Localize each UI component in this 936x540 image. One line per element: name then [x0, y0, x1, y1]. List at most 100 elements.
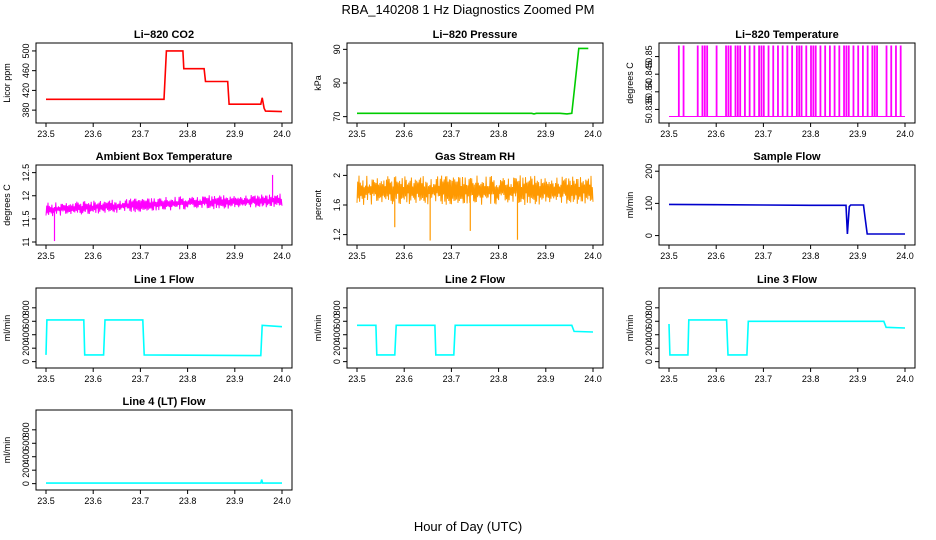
- panel-8: Line 2 Flow ml/min 23.5 23.6 23.7 23.8 23.9 24.…: [313, 274, 604, 384]
- x-tick-label: 24.0: [896, 374, 914, 384]
- x-tick-label: 23.9: [226, 129, 244, 139]
- panel-title: Gas Stream RH: [435, 151, 515, 163]
- x-tick-label: 23.7: [443, 251, 461, 261]
- x-tick-label: 23.8: [179, 374, 197, 384]
- panel-title: Line 4 (LT) Flow: [123, 396, 206, 408]
- y-tick-label: 800: [21, 300, 31, 315]
- panel-grid: Li−820 CO2 Licor ppm 23.5 23.6 23.7 23.8 23.9 2…: [2, 29, 916, 506]
- x-tick-label: 23.6: [84, 374, 102, 384]
- x-tick-label: 23.8: [179, 129, 197, 139]
- panel-title: Sample Flow: [753, 151, 821, 163]
- series-line: [669, 45, 905, 117]
- x-tick-label: 23.8: [179, 251, 197, 261]
- y-tick-label: 400: [21, 327, 31, 342]
- x-tick-label: 24.0: [273, 129, 291, 139]
- figure-x-axis-label: Hour of Day (UTC): [414, 519, 522, 534]
- panel-3: Li−820 Temperature degrees C 23.5 23.6 23.7 2…: [625, 29, 916, 139]
- panel-title: Line 3 Flow: [757, 274, 817, 286]
- x-tick-label: 23.9: [537, 374, 555, 384]
- panel-1: Li−820 CO2 Licor ppm 23.5 23.6 23.7 23.8 23.9 2…: [2, 29, 293, 139]
- plot-frame: [658, 42, 916, 124]
- y-tick-label: 12: [21, 191, 31, 201]
- series-line: [45, 193, 283, 217]
- x-tick-label: 24.0: [273, 374, 291, 384]
- series-line: [45, 319, 283, 357]
- plot-frame: [35, 409, 293, 491]
- y-tick-label: 420: [21, 83, 31, 98]
- y-tick-label: 200: [21, 341, 31, 356]
- x-tick-label: 23.9: [226, 496, 244, 506]
- x-tick-label: 23.8: [490, 374, 508, 384]
- panel-6: Sample Flow ml/min 23.5 23.6 23.7 23.8 23.9 24.…: [625, 151, 916, 261]
- y-tick-label: 50.835: [644, 96, 654, 124]
- x-tick-label: 23.7: [755, 129, 773, 139]
- x-tick-label: 23.7: [132, 496, 150, 506]
- x-tick-label: 23.5: [37, 251, 55, 261]
- series-line: [668, 203, 905, 235]
- x-tick-label: 24.0: [273, 251, 291, 261]
- y-tick-label: 200: [332, 341, 342, 356]
- x-tick-label: 23.6: [395, 129, 413, 139]
- x-tick-label: 23.7: [132, 251, 150, 261]
- x-tick-label: 23.7: [755, 374, 773, 384]
- series-line: [668, 319, 906, 356]
- x-tick-label: 23.9: [226, 251, 244, 261]
- y-axis-label: kPa: [313, 75, 323, 91]
- x-tick-label: 23.9: [537, 129, 555, 139]
- x-tick-label: 23.7: [443, 129, 461, 139]
- y-tick-label: 600: [644, 314, 654, 329]
- y-axis-label: ml/min: [625, 192, 635, 219]
- y-tick-label: 600: [332, 314, 342, 329]
- x-tick-label: 23.6: [84, 496, 102, 506]
- series-line: [357, 324, 594, 356]
- y-tick-label: 0: [644, 233, 654, 238]
- panel-title: Ambient Box Temperature: [96, 151, 233, 163]
- y-tick-label: 460: [21, 63, 31, 78]
- y-tick-label: 1.2: [332, 228, 342, 241]
- x-tick-label: 23.9: [226, 374, 244, 384]
- panel-5: Gas Stream RH percent 23.5 23.6 23.7 23.8 23.9…: [313, 151, 604, 261]
- x-tick-label: 24.0: [896, 129, 914, 139]
- x-tick-label: 23.7: [132, 129, 150, 139]
- panel-title: Li−820 CO2: [134, 29, 194, 41]
- x-tick-label: 23.8: [802, 374, 820, 384]
- y-tick-label: 0: [21, 359, 31, 364]
- y-tick-label: 50.84: [644, 81, 654, 104]
- x-tick-label: 23.6: [84, 129, 102, 139]
- y-tick-label: 50.845: [644, 60, 654, 88]
- x-tick-label: 24.0: [584, 251, 602, 261]
- y-axis-label: Licor ppm: [2, 63, 12, 103]
- x-tick-label: 23.8: [490, 251, 508, 261]
- y-tick-label: 70: [332, 112, 342, 122]
- y-tick-label: 50.85: [644, 45, 654, 68]
- x-tick-label: 23.7: [443, 374, 461, 384]
- panel-title: Line 2 Flow: [445, 274, 505, 286]
- x-tick-label: 23.6: [707, 374, 725, 384]
- x-tick-label: 23.6: [707, 251, 725, 261]
- x-tick-label: 23.5: [348, 374, 366, 384]
- series-line: [356, 175, 594, 206]
- x-tick-label: 23.8: [179, 496, 197, 506]
- panel-title: Li−820 Pressure: [433, 29, 518, 41]
- y-tick-label: 380: [21, 103, 31, 118]
- y-tick-label: 1.6: [332, 199, 342, 212]
- x-tick-label: 23.7: [132, 374, 150, 384]
- x-tick-label: 23.6: [707, 129, 725, 139]
- panel-4: Ambient Box Temperature degrees C 23.5 23.6…: [2, 151, 293, 261]
- x-tick-label: 23.5: [37, 374, 55, 384]
- x-tick-label: 24.0: [584, 129, 602, 139]
- y-axis-label: ml/min: [625, 315, 635, 342]
- x-tick-label: 23.6: [395, 251, 413, 261]
- x-tick-label: 24.0: [273, 496, 291, 506]
- plot-frame: [658, 164, 916, 246]
- y-tick-label: 90: [332, 44, 342, 54]
- y-tick-label: 200: [21, 463, 31, 478]
- x-tick-label: 23.6: [395, 374, 413, 384]
- series-line: [46, 479, 282, 484]
- panel-10: Line 4 (LT) Flow ml/min 23.5 23.6 23.7 23.8 23…: [2, 396, 293, 506]
- x-tick-label: 23.9: [849, 374, 867, 384]
- y-tick-label: 200: [644, 164, 654, 179]
- panel-2: Li−820 Pressure kPa 23.5 23.6 23.7 23.8 23.9 24…: [313, 29, 604, 139]
- x-tick-label: 23.5: [37, 129, 55, 139]
